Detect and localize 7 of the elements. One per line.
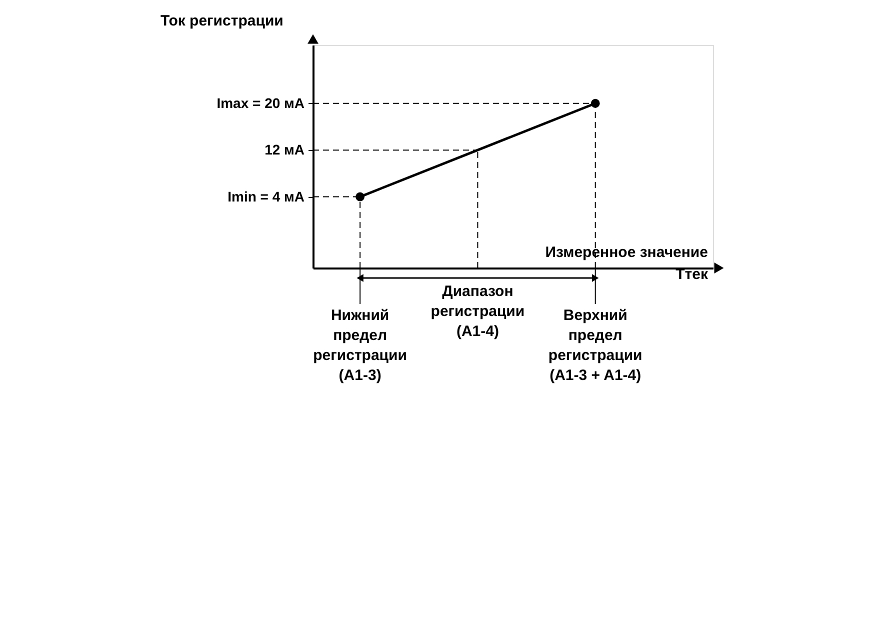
- y-tick-label: Imin = 4 мА: [228, 188, 304, 204]
- y-tick-label: 12 мА: [264, 142, 304, 158]
- x-tick-label: Диапазон регистрации (A1-4): [430, 283, 525, 340]
- y-tick-label: Imax = 20 мА: [216, 94, 304, 111]
- x-tick-label: Нижний предел регистрации (A1-3): [313, 307, 407, 384]
- y-axis-title: Ток регистрации: [160, 12, 284, 30]
- x-tick-label: Верхний предел регистрации (A1-3 + A1-4): [548, 307, 642, 384]
